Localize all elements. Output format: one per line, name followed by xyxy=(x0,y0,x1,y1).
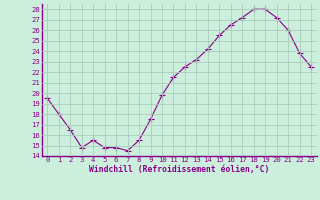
X-axis label: Windchill (Refroidissement éolien,°C): Windchill (Refroidissement éolien,°C) xyxy=(89,165,269,174)
